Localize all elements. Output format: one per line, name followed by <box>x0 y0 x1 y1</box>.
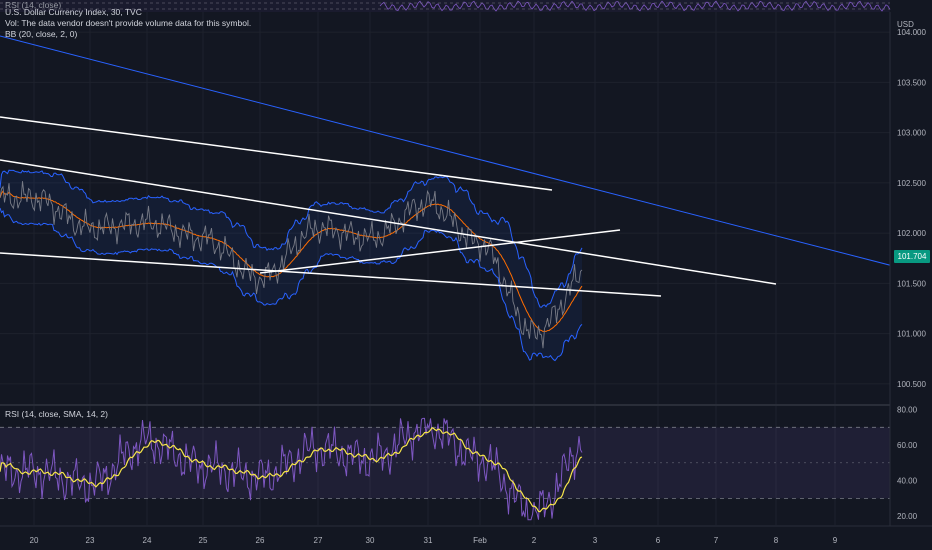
top-strip-rsi-line <box>379 0 891 12</box>
price-tick-label: 100.500 <box>897 380 926 389</box>
rsi-line <box>0 417 583 521</box>
upper-channel-line <box>0 116 553 191</box>
bollinger-bands <box>0 169 583 362</box>
rsi-tick-label: 20.00 <box>897 512 918 521</box>
price-tick-label: 104.000 <box>897 28 926 37</box>
time-tick-label: 3 <box>593 536 598 545</box>
rsi-pane <box>0 417 890 521</box>
lower-channel-line <box>0 252 662 297</box>
rsi-sma-line <box>0 427 583 513</box>
time-tick-label: 9 <box>833 536 838 545</box>
top-strip-label: RSI (14, close) <box>5 0 62 10</box>
last-price-tag: 101.704 <box>894 250 930 263</box>
grid-lines <box>0 12 932 525</box>
middle-trend-line <box>0 159 777 285</box>
legend-rsi[interactable]: RSI (14, close, SMA, 14, 2) <box>5 409 108 419</box>
time-tick-label: 20 <box>30 536 39 545</box>
trend-line-drawings[interactable] <box>0 35 932 297</box>
time-tick-label: 26 <box>256 536 265 545</box>
price-axis-background <box>890 12 932 550</box>
time-tick-label: 6 <box>656 536 661 545</box>
time-tick-label: 31 <box>424 536 433 545</box>
time-axis-background <box>0 526 932 550</box>
time-tick-label: 23 <box>86 536 95 545</box>
time-tick-label: Feb <box>473 536 487 545</box>
rsi-tick-label: 80.00 <box>897 406 918 415</box>
price-tick-label: 103.000 <box>897 129 926 138</box>
time-tick-label: 2 <box>532 536 537 545</box>
legend-bollinger[interactable]: BB (20, close, 2, 0) <box>5 29 78 39</box>
time-tick-label: 27 <box>314 536 323 545</box>
bb-fill <box>0 170 582 361</box>
time-tick-label: 24 <box>143 536 152 545</box>
price-line <box>0 181 596 349</box>
top-rsi-strip <box>0 0 891 12</box>
price-series-line <box>0 181 583 349</box>
time-tick-label: 25 <box>199 536 208 545</box>
price-tick-label: 102.000 <box>897 229 926 238</box>
price-tick-label: 101.000 <box>897 330 926 339</box>
price-tick-label: 102.500 <box>897 179 926 188</box>
rsi-tick-label: 60.00 <box>897 441 918 450</box>
time-tick-label: 8 <box>774 536 779 545</box>
price-tick-label: 103.500 <box>897 78 926 87</box>
bb-lower-band <box>0 207 583 362</box>
time-tick-label: 7 <box>714 536 719 545</box>
legend-volume[interactable]: Vol: The data vendor doesn't provide vol… <box>5 18 252 28</box>
legend-symbol[interactable]: U.S. Dollar Currency Index, 30, TVC <box>5 7 142 17</box>
time-tick-label: 30 <box>366 536 375 545</box>
bb-upper-band <box>0 169 583 308</box>
rising-trend-line <box>259 229 621 274</box>
blue-trend-line <box>0 35 932 277</box>
price-axis-currency: USD <box>897 20 914 29</box>
price-tick-label: 101.500 <box>897 279 926 288</box>
rsi-tick-label: 40.00 <box>897 477 918 486</box>
